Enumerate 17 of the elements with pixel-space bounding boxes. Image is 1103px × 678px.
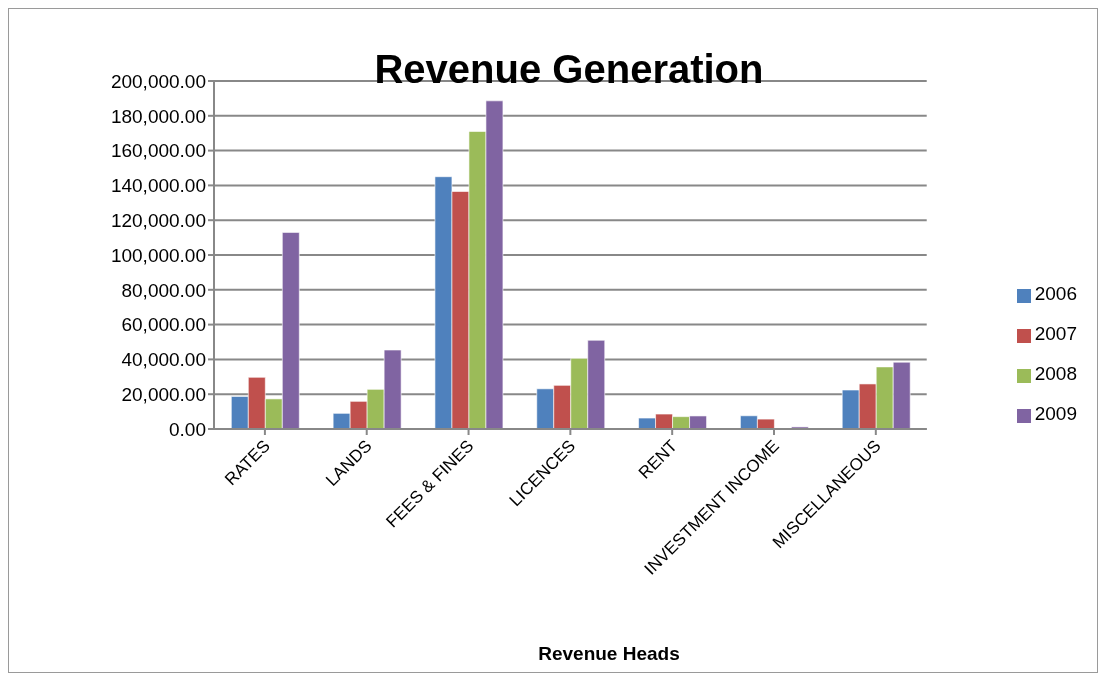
legend-label: 2006 — [1034, 283, 1077, 304]
legend-label: 2009 — [1034, 403, 1077, 424]
y-tick-label: 160,000.00 — [110, 140, 206, 162]
y-tick-label: 200,000.00 — [110, 70, 206, 92]
y-tick-label: 80,000.00 — [121, 279, 206, 301]
y-tick-label: 180,000.00 — [110, 105, 206, 127]
y-tick-label: 120,000.00 — [110, 209, 206, 231]
legend-label: 2008 — [1034, 363, 1077, 384]
legend-label: 2007 — [1034, 323, 1077, 344]
y-tick-label: 0.00 — [169, 418, 206, 440]
chart-title: Revenue Generation — [374, 47, 764, 91]
x-axis-title: Revenue Heads — [537, 643, 681, 665]
y-tick-label: 140,000.00 — [110, 175, 206, 197]
y-tick-label: 40,000.00 — [121, 349, 206, 371]
y-tick-label: 60,000.00 — [121, 314, 206, 336]
y-tick-label: 100,000.00 — [110, 244, 206, 266]
y-tick-label: 20,000.00 — [121, 383, 206, 405]
